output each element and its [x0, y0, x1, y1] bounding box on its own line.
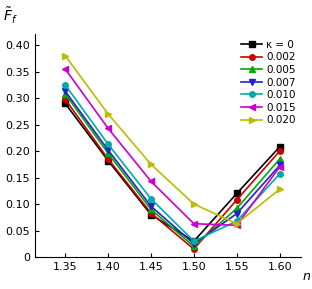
0.002 — [149, 211, 153, 215]
0.010 — [106, 142, 110, 146]
κ = 0 — [106, 159, 110, 162]
0.005 — [149, 208, 153, 211]
0.015 — [278, 165, 281, 169]
0.005 — [278, 157, 281, 161]
0.015 — [63, 67, 67, 71]
0.005 — [63, 92, 67, 96]
0.020 — [235, 222, 239, 225]
Line: 0.002: 0.002 — [62, 96, 282, 252]
κ = 0 — [278, 145, 281, 149]
Text: $\tilde{F}_f$: $\tilde{F}_f$ — [3, 5, 18, 26]
Line: 0.015: 0.015 — [62, 66, 282, 228]
Legend: κ = 0, 0.002, 0.005, 0.007, 0.010, 0.015, 0.020: κ = 0, 0.002, 0.005, 0.007, 0.010, 0.015… — [239, 38, 298, 127]
0.002 — [278, 149, 281, 153]
Line: 0.005: 0.005 — [62, 91, 282, 249]
Line: 0.020: 0.020 — [62, 53, 282, 227]
0.002 — [106, 157, 110, 161]
0.007 — [235, 212, 239, 215]
0.002 — [192, 247, 196, 251]
0.005 — [235, 207, 239, 210]
0.007 — [149, 205, 153, 208]
0.020 — [63, 54, 67, 58]
0.020 — [149, 163, 153, 166]
0.010 — [149, 197, 153, 201]
0.007 — [106, 148, 110, 152]
0.020 — [106, 112, 110, 116]
κ = 0 — [235, 192, 239, 195]
0.002 — [235, 198, 239, 202]
0.015 — [235, 224, 239, 227]
0.020 — [192, 202, 196, 206]
0.015 — [192, 222, 196, 225]
0.007 — [192, 242, 196, 246]
κ = 0 — [63, 102, 67, 105]
0.010 — [192, 240, 196, 243]
0.010 — [278, 172, 281, 176]
0.010 — [63, 83, 67, 87]
Line: κ = 0: κ = 0 — [62, 101, 282, 244]
0.007 — [278, 164, 281, 167]
Line: 0.010: 0.010 — [62, 82, 282, 244]
X-axis label: $n$: $n$ — [302, 271, 311, 284]
0.010 — [235, 219, 239, 223]
0.005 — [106, 151, 110, 155]
Line: 0.007: 0.007 — [62, 88, 282, 247]
κ = 0 — [192, 240, 196, 243]
0.002 — [63, 97, 67, 101]
0.015 — [149, 179, 153, 183]
0.005 — [192, 245, 196, 248]
0.015 — [106, 127, 110, 130]
0.020 — [278, 188, 281, 191]
0.007 — [63, 90, 67, 93]
κ = 0 — [149, 213, 153, 216]
